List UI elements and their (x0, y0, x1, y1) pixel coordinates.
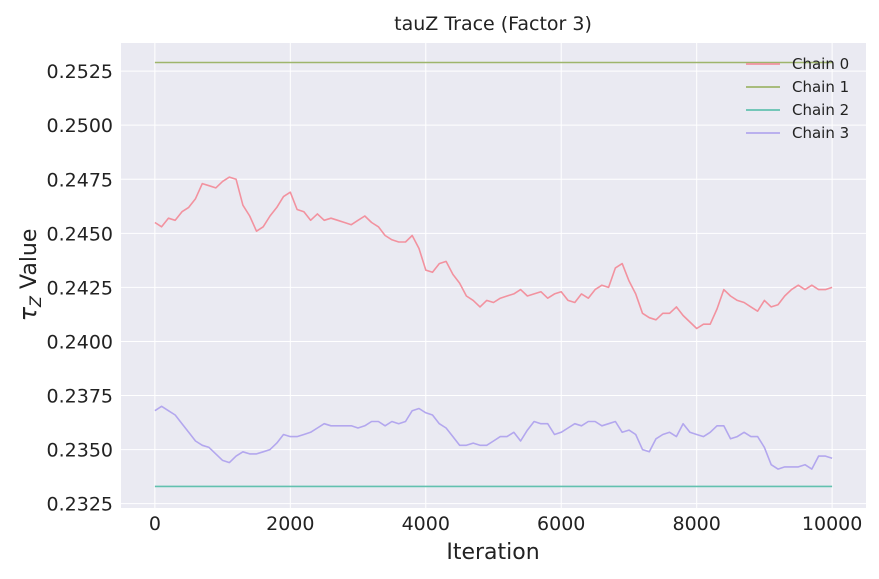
x-axis-label: Iteration (446, 540, 539, 565)
y-axis-label-subscript: Z (26, 295, 45, 308)
chart-title: tauZ Trace (Factor 3) (394, 13, 592, 35)
legend-entry: Chain 0 (792, 55, 849, 73)
legend-entry: Chain 2 (792, 101, 849, 119)
y-tick-label: 0.2375 (47, 386, 113, 408)
x-tick-label: 6000 (537, 513, 585, 535)
x-tick-label: 8000 (673, 513, 721, 535)
x-tick-label: 0 (149, 513, 161, 535)
y-tick-label: 0.2450 (47, 223, 113, 245)
legend: Chain 0 Chain 1 Chain 2 Chain 3 (746, 55, 849, 142)
plot-area (121, 43, 866, 508)
y-axis-label-text: Value (17, 229, 42, 296)
grid (121, 43, 866, 508)
legend-entry: Chain 1 (792, 78, 849, 96)
series-line-chain-0 (154, 176, 833, 330)
x-tick-label: 10000 (802, 513, 862, 535)
x-tick-label: 4000 (402, 513, 450, 535)
y-tick-label: 0.2400 (47, 331, 113, 353)
y-tick-label: 0.2325 (47, 494, 113, 516)
y-tick-label: 0.2500 (47, 115, 113, 137)
series-layer (154, 61, 833, 488)
x-ticks: 0 2000 4000 6000 8000 10000 (149, 513, 863, 535)
y-tick-label: 0.2475 (47, 169, 113, 191)
y-axis-label: τZ Value (14, 229, 45, 322)
y-tick-label: 0.2350 (47, 440, 113, 462)
y-ticks: 0.2325 0.2350 0.2375 0.2400 0.2425 0.2450 0.24… (47, 61, 113, 516)
y-tick-label: 0.2525 (47, 61, 113, 83)
y-axis-label-symbol: τ (14, 306, 42, 321)
legend-entry: Chain 3 (792, 124, 849, 142)
series-line-chain-3 (154, 405, 833, 470)
y-tick-label: 0.2425 (47, 277, 113, 299)
x-tick-label: 2000 (266, 513, 314, 535)
